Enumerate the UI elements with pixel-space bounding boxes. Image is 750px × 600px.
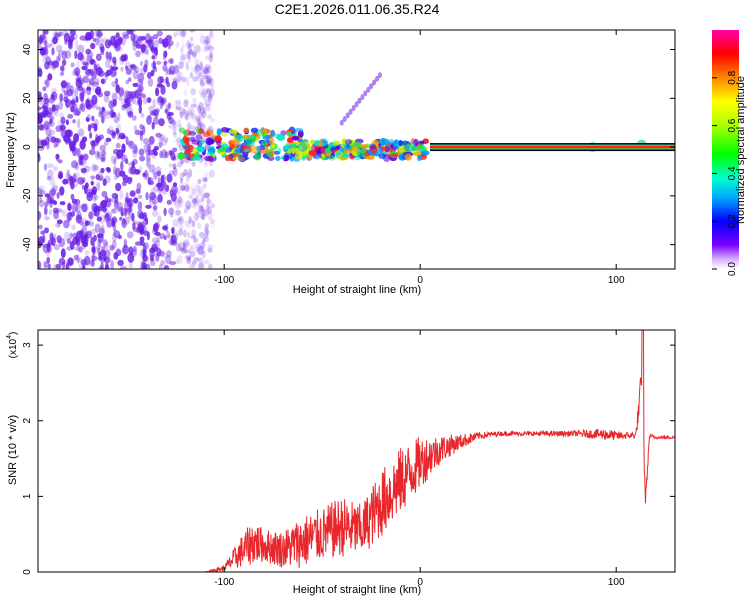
snr-multiplier-close: ) [8,332,19,335]
colorbar-gradient [712,30,739,269]
y-tick-label: -40 [22,237,33,252]
y-tick-label: 40 [22,44,33,56]
snr-ylabel: SNR (10 * v/v) [7,415,19,485]
y-tick-label: 0 [22,569,33,575]
colorbar-ticks: 0.0 0.2 0.4 0.6 0.8 [712,70,738,276]
spectral-feature [244,137,255,148]
y-tick-label: 3 [22,342,33,348]
signal-band-core [430,145,675,149]
snr-content [38,330,675,572]
spectral-feature [405,142,416,153]
noise-speckles [38,30,216,269]
spectrogram-frame [37,29,676,270]
spectrogram-ylabel: Frequency (Hz) [5,112,17,188]
colorbar-tick-label: 0.2 [727,214,738,228]
spectrogram-panel: -100 0 100 -40 -20 0 20 40 Height of straight l… [5,29,676,296]
x-tick-label: -100 [214,577,234,588]
y-tick-label: 2 [22,418,33,424]
y-tick-label: 20 [22,92,33,104]
colorbar-label: Normalized spectral amplitude [735,76,747,224]
colorbar-tick-label: 0.0 [727,262,738,276]
y-tick-label: 0 [22,144,33,150]
snr-ticks: -100 0 100 0 1 2 3 [22,330,675,588]
snr-line [38,330,675,572]
spectral-feature [297,142,308,153]
colorbar-tick-label: 0.8 [727,70,738,84]
figure-title: C2E1.2026.011.06.35.R24 [275,1,440,17]
colorbar-tick-label: 0.6 [727,118,738,132]
snr-multiplier: (x104) [6,332,19,359]
spectrogram-ticks: -100 0 100 -40 -20 0 20 40 [22,30,675,286]
y-tick-label: 1 [22,493,33,499]
spectral-feature [356,146,367,157]
colorbar-tick-label: 0.4 [727,166,738,180]
x-tick-label: -100 [214,275,234,286]
x-tick-label: 100 [608,275,625,286]
spectrogram-xlabel: Height of straight line (km) [293,284,421,296]
snr-multiplier-base: (x10 [8,338,19,358]
x-tick-label: 100 [608,577,625,588]
spectrogram-content [38,30,675,269]
y-tick-label: -20 [22,188,33,203]
x-tick-label: 0 [417,275,423,286]
snr-panel: -100 0 100 0 1 2 3 Height of straight line (km… [6,329,676,596]
snr-frame [37,329,676,573]
snr-multiplier-exp: 4 [6,335,13,339]
x-tick-label: 0 [417,577,423,588]
snr-xlabel: Height of straight line (km) [293,584,421,596]
colorbar: 0.0 0.2 0.4 0.6 0.8 Normalized spectral ampl… [712,30,747,276]
